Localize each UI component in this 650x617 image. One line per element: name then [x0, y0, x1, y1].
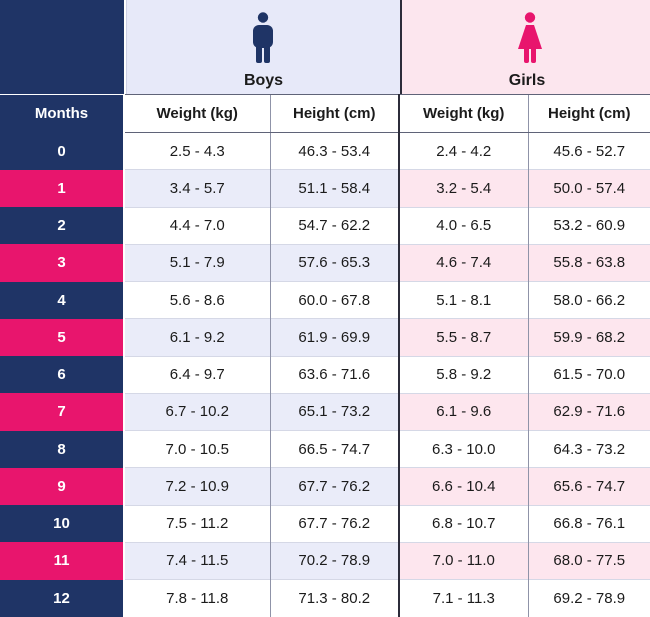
boys-height-cell: 66.5 - 74.7 [269, 429, 399, 468]
boys-weight-cell: 5.6 - 8.6 [123, 280, 270, 319]
girls-weight-cell: 7.0 - 11.0 [398, 541, 528, 580]
girls-height-cell: 68.0 - 77.5 [527, 541, 650, 580]
table-row: 4 5.6 - 8.6 60.0 - 67.8 5.1 - 8.1 58.0 - 66.… [0, 280, 650, 319]
boys-height-cell: 70.2 - 78.9 [269, 541, 399, 580]
boys-weight-cell: 3.4 - 5.7 [123, 169, 270, 207]
boys-weight-cell: 2.5 - 4.3 [123, 131, 270, 170]
boys-weight-cell: 4.4 - 7.0 [123, 206, 270, 245]
girls-height-cell: 55.8 - 63.8 [527, 243, 650, 282]
girls-weight-cell: 4.0 - 6.5 [398, 206, 528, 245]
boys-weight-cell: 7.0 - 10.5 [123, 429, 270, 468]
girls-height-cell: 62.9 - 71.6 [527, 392, 650, 431]
girls-height-cell: 50.0 - 57.4 [527, 169, 650, 207]
table-row: 10 7.5 - 11.2 67.7 - 76.2 6.8 - 10.7 66.8 - … [0, 504, 650, 543]
girls-height-cell: 59.9 - 68.2 [527, 318, 650, 356]
girls-height-cell: 61.5 - 70.0 [527, 355, 650, 394]
month-cell: 12 [0, 579, 124, 617]
male-person-icon [253, 12, 273, 63]
girls-height-cell: 45.6 - 52.7 [527, 131, 650, 170]
month-cell: 9 [0, 467, 124, 505]
boys-height-cell: 67.7 - 76.2 [269, 504, 399, 543]
table-row: 3 5.1 - 7.9 57.6 - 65.3 4.6 - 7.4 55.8 - 63.… [0, 243, 650, 282]
month-cell: 3 [0, 244, 124, 282]
boys-label: Boys [243, 72, 284, 89]
girls-weight-cell: 6.3 - 10.0 [398, 429, 528, 468]
girls-height-cell: 58.0 - 66.2 [527, 280, 650, 319]
month-cell: 0 [0, 132, 124, 170]
girls-weight-cell: 4.6 - 7.4 [398, 243, 528, 282]
month-cell: 1 [0, 169, 124, 207]
boys-height-cell: 46.3 - 53.4 [269, 131, 399, 170]
girls-height-cell: 66.8 - 76.1 [527, 504, 650, 543]
table-row: 12 7.8 - 11.8 71.3 - 80.2 7.1 - 11.3 69.2 - … [0, 578, 650, 617]
girls-weight-header: Weight (kg) [398, 94, 528, 133]
boys-height-cell: 54.7 - 62.2 [269, 206, 399, 245]
boys-weight-cell: 6.7 - 10.2 [123, 392, 270, 431]
boys-header: Boys [126, 0, 400, 94]
female-person-icon [518, 12, 542, 63]
table-row: 9 7.2 - 10.9 67.7 - 76.2 6.6 - 10.4 65.6 - 7… [0, 467, 650, 505]
table-row: 2 4.4 - 7.0 54.7 - 62.2 4.0 - 6.5 53.2 - 60.… [0, 206, 650, 245]
boys-weight-cell: 5.1 - 7.9 [123, 243, 270, 282]
boys-weight-cell: 6.4 - 9.7 [123, 355, 270, 394]
month-cell: 2 [0, 207, 124, 245]
girls-weight-cell: 6.6 - 10.4 [398, 467, 528, 505]
girls-weight-cell: 6.1 - 9.6 [398, 392, 528, 431]
boys-height-cell: 65.1 - 73.2 [269, 392, 399, 431]
table-row: 8 7.0 - 10.5 66.5 - 74.7 6.3 - 10.0 64.3 - 7… [0, 429, 650, 468]
boys-weight-cell: 7.2 - 10.9 [123, 467, 270, 505]
growth-table: Months Weight (kg) Height (cm) Weight (k… [0, 94, 650, 617]
boys-weight-cell: 6.1 - 9.2 [123, 318, 270, 356]
month-cell: 8 [0, 430, 124, 468]
girls-weight-cell: 6.8 - 10.7 [398, 504, 528, 543]
girls-header: Girls [400, 0, 650, 94]
month-cell: 11 [0, 542, 124, 580]
girls-weight-cell: 5.5 - 8.7 [398, 318, 528, 356]
girls-height-cell: 69.2 - 78.9 [527, 578, 650, 617]
month-cell: 10 [0, 505, 124, 543]
girls-label: Girls [508, 72, 546, 89]
boys-height-cell: 67.7 - 76.2 [269, 467, 399, 505]
table-row: 7 6.7 - 10.2 65.1 - 73.2 6.1 - 9.6 62.9 - 71… [0, 392, 650, 431]
girls-weight-cell: 2.4 - 4.2 [398, 131, 528, 170]
girls-height-cell: 53.2 - 60.9 [527, 206, 650, 245]
boys-height-cell: 57.6 - 65.3 [269, 243, 399, 282]
girls-weight-cell: 5.8 - 9.2 [398, 355, 528, 394]
boys-weight-header: Weight (kg) [123, 94, 270, 133]
column-header-row: Months Weight (kg) Height (cm) Weight (k… [0, 94, 650, 133]
table-row: 0 2.5 - 4.3 46.3 - 53.4 2.4 - 4.2 45.6 - 52.… [0, 131, 650, 170]
boys-weight-cell: 7.8 - 11.8 [123, 578, 270, 617]
boys-height-cell: 60.0 - 67.8 [269, 280, 399, 319]
boys-height-header: Height (cm) [269, 94, 399, 133]
girls-height-cell: 64.3 - 73.2 [527, 429, 650, 468]
girls-weight-cell: 5.1 - 8.1 [398, 280, 528, 319]
month-cell: 5 [0, 318, 124, 356]
girls-weight-cell: 3.2 - 5.4 [398, 169, 528, 207]
girls-height-cell: 65.6 - 74.7 [527, 467, 650, 505]
month-cell: 7 [0, 393, 124, 431]
boys-height-cell: 71.3 - 80.2 [269, 578, 399, 617]
girls-weight-cell: 7.1 - 11.3 [398, 578, 528, 617]
table-row: 5 6.1 - 9.2 61.9 - 69.9 5.5 - 8.7 59.9 - 68.… [0, 318, 650, 356]
boys-weight-cell: 7.5 - 11.2 [123, 504, 270, 543]
boys-height-cell: 61.9 - 69.9 [269, 318, 399, 356]
table-row: 6 6.4 - 9.7 63.6 - 71.6 5.8 - 9.2 61.5 - 70.… [0, 355, 650, 394]
header-corner [0, 0, 124, 94]
month-cell: 6 [0, 356, 124, 394]
boys-height-cell: 51.1 - 58.4 [269, 169, 399, 207]
girls-height-header: Height (cm) [527, 94, 650, 133]
boys-weight-cell: 7.4 - 11.5 [123, 541, 270, 580]
month-cell: 4 [0, 281, 124, 319]
boys-height-cell: 63.6 - 71.6 [269, 355, 399, 394]
table-row: 1 3.4 - 5.7 51.1 - 58.4 3.2 - 5.4 50.0 - 57.… [0, 169, 650, 207]
months-header: Months [0, 94, 124, 133]
table-row: 11 7.4 - 11.5 70.2 - 78.9 7.0 - 11.0 68.0 - … [0, 541, 650, 580]
